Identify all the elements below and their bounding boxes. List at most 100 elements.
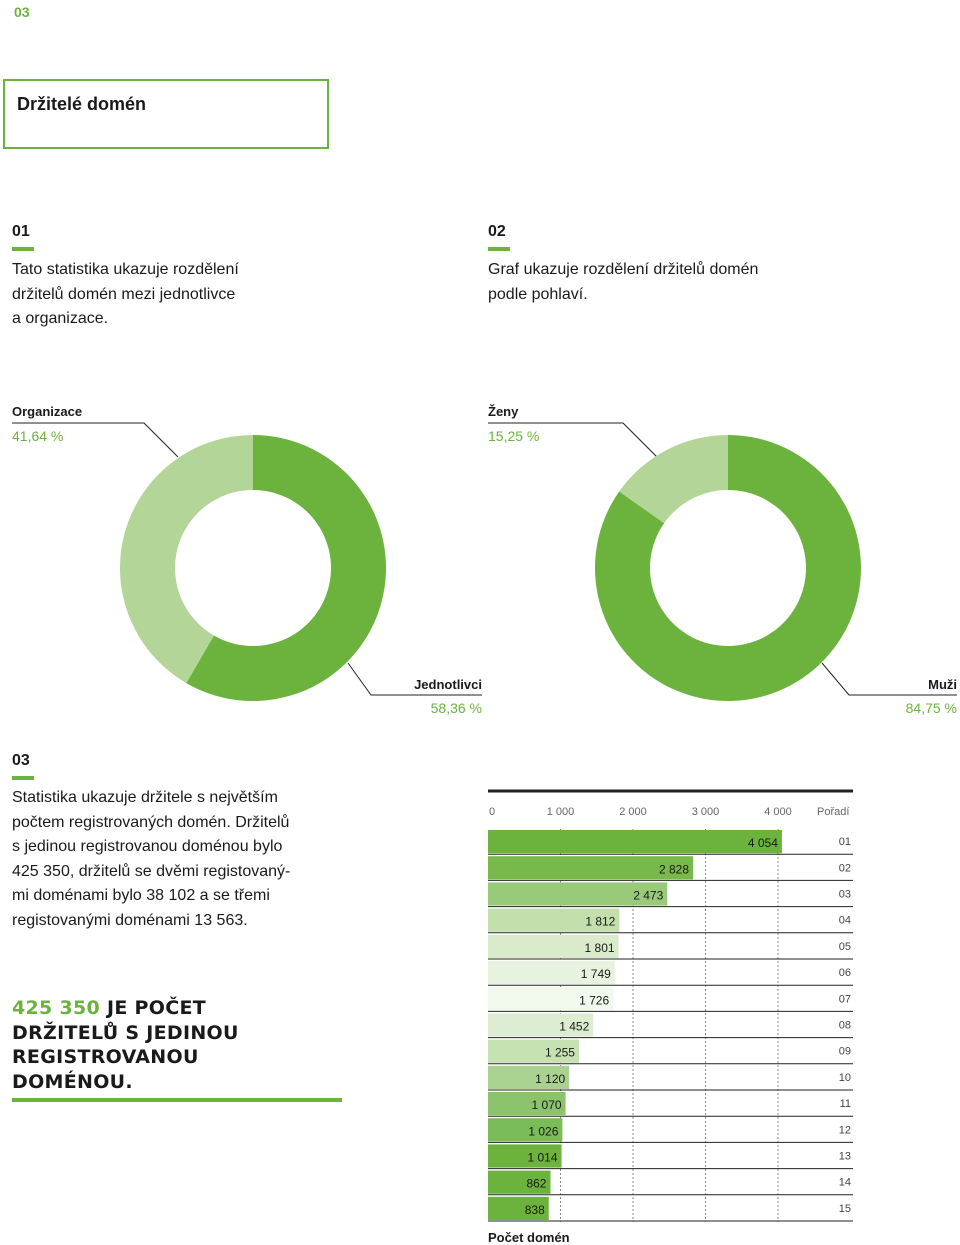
- donut-slice-organizace: [119, 435, 253, 684]
- bar-value-label: 2 828: [659, 862, 689, 876]
- x-axis-label: Počet domén: [488, 1230, 570, 1245]
- text-line: Graf ukazuje rozdělení držitelů domén: [488, 261, 759, 278]
- bar-05: [488, 934, 619, 958]
- rank-label: 01: [839, 836, 851, 848]
- donut-slice-muži: [595, 435, 862, 702]
- page-title-box: Držitelé domén: [3, 79, 329, 149]
- rank-header: Pořadí: [817, 806, 849, 818]
- bar-03: [488, 882, 668, 906]
- bar-value-label: 1 726: [579, 993, 609, 1007]
- x-tick-label: 1 000: [547, 806, 575, 818]
- rank-label: 09: [839, 1046, 851, 1058]
- bar-09: [488, 1039, 579, 1063]
- bar-12: [488, 1118, 563, 1142]
- section-03-text: Statistika ukazuje držitele s největším …: [12, 786, 290, 933]
- text-line: a organizace.: [12, 310, 109, 327]
- highlight-text: DRŽITELŮ S JEDINOU: [12, 1021, 239, 1044]
- bar-value-label: 1 255: [545, 1046, 575, 1060]
- section-number-01: 01: [12, 223, 30, 240]
- x-tick-label: 0: [489, 806, 495, 818]
- bar-value-label: 2 473: [633, 889, 663, 903]
- section-marker-02: [488, 247, 510, 251]
- x-tick-label: 2 000: [619, 806, 647, 818]
- text-line: Statistika ukazuje držitele s největším: [12, 789, 278, 806]
- bar-13: [488, 1144, 562, 1168]
- bar-15: [488, 1196, 549, 1220]
- rank-label: 03: [839, 889, 851, 901]
- bar-01: [488, 830, 782, 854]
- bar-value-label: 1 801: [585, 941, 615, 955]
- label-jednotlivci: Jednotlivci: [414, 677, 482, 692]
- section-marker-03: [12, 776, 34, 780]
- text-line: Tato statistika ukazuje rozdělení: [12, 261, 239, 278]
- bar-value-label: 1 749: [581, 967, 611, 981]
- value-muzi: 84,75 %: [905, 700, 957, 716]
- text-line: mi doménami bylo 38 102 a se třemi: [12, 887, 270, 904]
- text-line: počtem registrovaných domén. Držitelů: [12, 813, 290, 831]
- leader-line-jednotlivci: [347, 662, 482, 696]
- x-tick-label: 4 000: [764, 806, 792, 818]
- rank-label: 10: [839, 1072, 851, 1084]
- rank-label: 08: [839, 1020, 851, 1032]
- page-title: Držitelé domén: [17, 94, 147, 114]
- bar-value-label: 1 452: [559, 1020, 589, 1034]
- text-line: s jedinou registrovanou doménou bylo: [12, 838, 283, 855]
- bar-02: [488, 856, 694, 880]
- page-number: 03: [14, 4, 30, 20]
- leader-line-zeny: [488, 422, 658, 458]
- rank-label: 14: [839, 1177, 851, 1189]
- bar-value-label: 1 026: [528, 1124, 558, 1138]
- bar-04: [488, 908, 620, 932]
- donut-chart-gender: [595, 435, 862, 702]
- rank-label: 02: [839, 862, 851, 874]
- rank-label: 07: [839, 993, 851, 1005]
- value-organizace: 41,64 %: [12, 428, 64, 444]
- rank-label: 06: [839, 967, 851, 979]
- text-line: držitelů domén mezi jednotlivce: [12, 285, 236, 303]
- value-jednotlivci: 58,36 %: [430, 700, 482, 716]
- text-line: podle pohlaví.: [488, 285, 588, 303]
- highlight-callout: 425 350 JE POČET DRŽITELŮ S JEDINOU REGI…: [12, 996, 239, 1094]
- leader-line-organizace: [12, 422, 179, 458]
- bar-value-label: 4 054: [748, 836, 778, 850]
- rank-label: 05: [839, 941, 851, 953]
- bar-11: [488, 1092, 566, 1116]
- bar-06: [488, 961, 615, 985]
- rank-label: 11: [840, 1098, 851, 1110]
- rank-label: 12: [839, 1124, 851, 1136]
- highlight-text: REGISTROVANOU: [12, 1046, 199, 1068]
- section-number-03: 03: [12, 752, 30, 769]
- bar-14: [488, 1170, 551, 1194]
- bar-value-label: 1 070: [532, 1098, 562, 1112]
- text-line: 425 350, držitelů se dvěmi registovaný-: [12, 862, 291, 880]
- highlight-text: DOMÉNOU.: [12, 1070, 133, 1093]
- label-zeny: Ženy: [488, 404, 519, 419]
- highlight-text: JE POČET: [100, 997, 206, 1019]
- bar-value-label: 1 014: [527, 1151, 557, 1165]
- bar-value-label: 838: [525, 1203, 545, 1217]
- highlight-number: 425 350: [12, 997, 101, 1019]
- text-line: registovanými doménami 13 563.: [12, 911, 248, 929]
- section-number-02: 02: [488, 223, 506, 240]
- section-marker-01: [12, 247, 34, 251]
- donut-slice-ženy: [619, 435, 728, 524]
- donut-slice-jednotlivci: [186, 435, 386, 701]
- rank-label: 15: [839, 1203, 851, 1215]
- label-muzi: Muži: [928, 677, 957, 692]
- section-01-text: Tato statistika ukazuje rozdělení držite…: [12, 258, 239, 332]
- rank-label: 04: [839, 915, 851, 927]
- highlight-underline: [12, 1098, 342, 1102]
- bar-value-label: 862: [526, 1177, 546, 1191]
- leader-line-muzi: [821, 662, 957, 696]
- bar-07: [488, 987, 614, 1011]
- rank-label: 13: [839, 1151, 851, 1163]
- section-02-text: Graf ukazuje rozdělení držitelů domén po…: [488, 258, 758, 307]
- bar-value-label: 1 812: [585, 915, 615, 929]
- donut-chart-holders: [119, 435, 386, 701]
- bar-10: [488, 1065, 570, 1089]
- value-zeny: 15,25 %: [488, 428, 540, 444]
- label-organizace: Organizace: [12, 404, 83, 419]
- bar-08: [488, 1013, 594, 1037]
